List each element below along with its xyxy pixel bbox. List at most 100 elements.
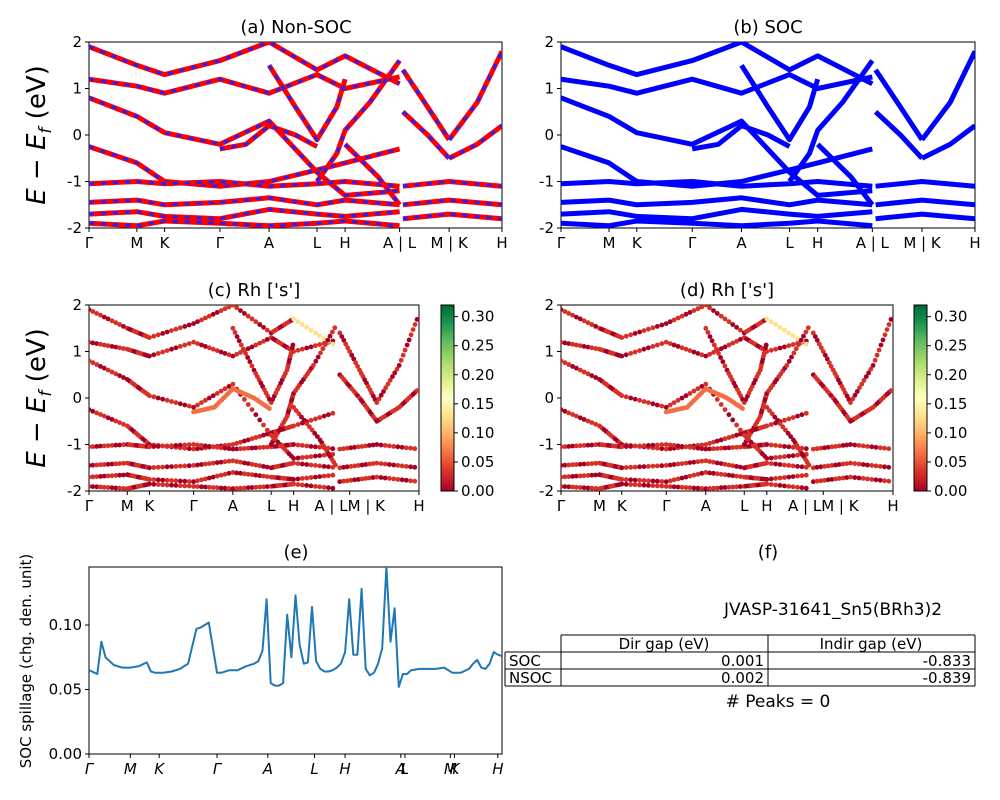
- band-point: [869, 444, 875, 450]
- band-point: [330, 485, 336, 491]
- band-point: [663, 484, 669, 489]
- band-point: [844, 461, 850, 466]
- band-point: [304, 345, 310, 351]
- band-point: [566, 410, 572, 416]
- y-tick-label: -2: [539, 482, 554, 500]
- band-point: [117, 461, 122, 466]
- band-point: [121, 472, 126, 478]
- band-point: [865, 444, 870, 449]
- band-point: [570, 443, 575, 449]
- band-point: [785, 430, 791, 436]
- band-point: [199, 477, 204, 483]
- band-point: [408, 445, 413, 451]
- band-point: [383, 385, 389, 391]
- colorbar-tick-label: 0.10: [934, 424, 967, 442]
- x-tick-label: A: [262, 760, 273, 778]
- band-point: [637, 482, 642, 488]
- band-point: [772, 414, 778, 420]
- band-point: [113, 473, 119, 478]
- band-point: [348, 464, 354, 469]
- band-point: [182, 342, 188, 348]
- band-point: [234, 470, 240, 476]
- band-point: [699, 305, 705, 310]
- x-tick-label: K: [154, 760, 165, 778]
- band-point: [824, 356, 830, 362]
- band-point: [291, 456, 296, 461]
- band-point: [671, 462, 677, 467]
- band-point: [683, 474, 689, 480]
- band-point: [387, 462, 392, 467]
- band-point: [687, 310, 693, 315]
- band-point: [623, 444, 629, 449]
- band-point: [646, 464, 651, 469]
- band-point: [782, 454, 787, 459]
- band-point: [242, 485, 247, 491]
- band-point: [822, 445, 827, 451]
- band-point: [581, 344, 587, 349]
- band-point: [768, 347, 774, 353]
- band-point: [829, 463, 835, 468]
- band-point: [679, 395, 685, 401]
- x-tick-label: H: [812, 234, 823, 252]
- band-point: [628, 395, 634, 401]
- band-point: [628, 464, 634, 470]
- band-point: [577, 415, 583, 421]
- band-point: [589, 442, 595, 448]
- band-point: [390, 374, 395, 379]
- band-point: [304, 483, 310, 488]
- band-point: [321, 484, 327, 490]
- panel-d-colorbar: 0.00 0.05 0.10 0.15 0.20 0.25 0.30: [913, 304, 967, 500]
- band-point: [94, 311, 100, 316]
- band-point: [169, 482, 174, 488]
- band-point: [773, 482, 778, 488]
- band-point: [90, 474, 96, 480]
- band-point: [738, 427, 743, 433]
- band-point: [226, 446, 232, 452]
- panel-d-title: (d) Rh ['s']: [680, 280, 774, 301]
- band-point: [105, 485, 111, 490]
- band-point: [793, 346, 799, 352]
- band-point: [203, 476, 208, 482]
- band-point: [238, 350, 243, 355]
- band-point: [155, 444, 161, 449]
- band-point: [722, 436, 728, 442]
- band-point: [882, 464, 887, 470]
- band-point: [786, 444, 792, 450]
- band-point: [109, 473, 115, 479]
- band-point: [147, 481, 152, 487]
- x-tick-label: K: [144, 497, 155, 515]
- band-point: [295, 476, 301, 482]
- band-point: [769, 411, 775, 417]
- band-point: [241, 346, 246, 352]
- band-point: [562, 484, 568, 489]
- band-point: [585, 371, 591, 377]
- x-tick-label: H: [339, 234, 350, 252]
- band-line-overlay: [402, 212, 502, 221]
- band-point: [109, 461, 115, 467]
- band-point: [218, 485, 224, 491]
- band-point: [391, 444, 397, 449]
- band-point: [812, 334, 818, 339]
- band-point: [367, 461, 372, 467]
- band-point: [675, 476, 681, 482]
- band-point: [214, 348, 220, 353]
- band-point: [790, 415, 796, 420]
- band-point: [654, 478, 660, 484]
- band-point: [226, 384, 232, 389]
- band-point: [623, 465, 629, 470]
- band-point: [675, 484, 681, 490]
- band-point: [98, 474, 103, 479]
- band-point: [822, 352, 828, 358]
- band-point: [695, 485, 701, 491]
- band-point: [317, 342, 323, 347]
- band-point: [773, 455, 778, 460]
- band-point: [177, 483, 183, 489]
- band-point: [317, 415, 323, 420]
- band-point: [160, 464, 166, 470]
- band-point: [566, 341, 572, 346]
- band-point: [585, 485, 591, 491]
- band-point: [650, 463, 656, 469]
- band-line: [873, 68, 925, 142]
- band-point: [711, 342, 717, 348]
